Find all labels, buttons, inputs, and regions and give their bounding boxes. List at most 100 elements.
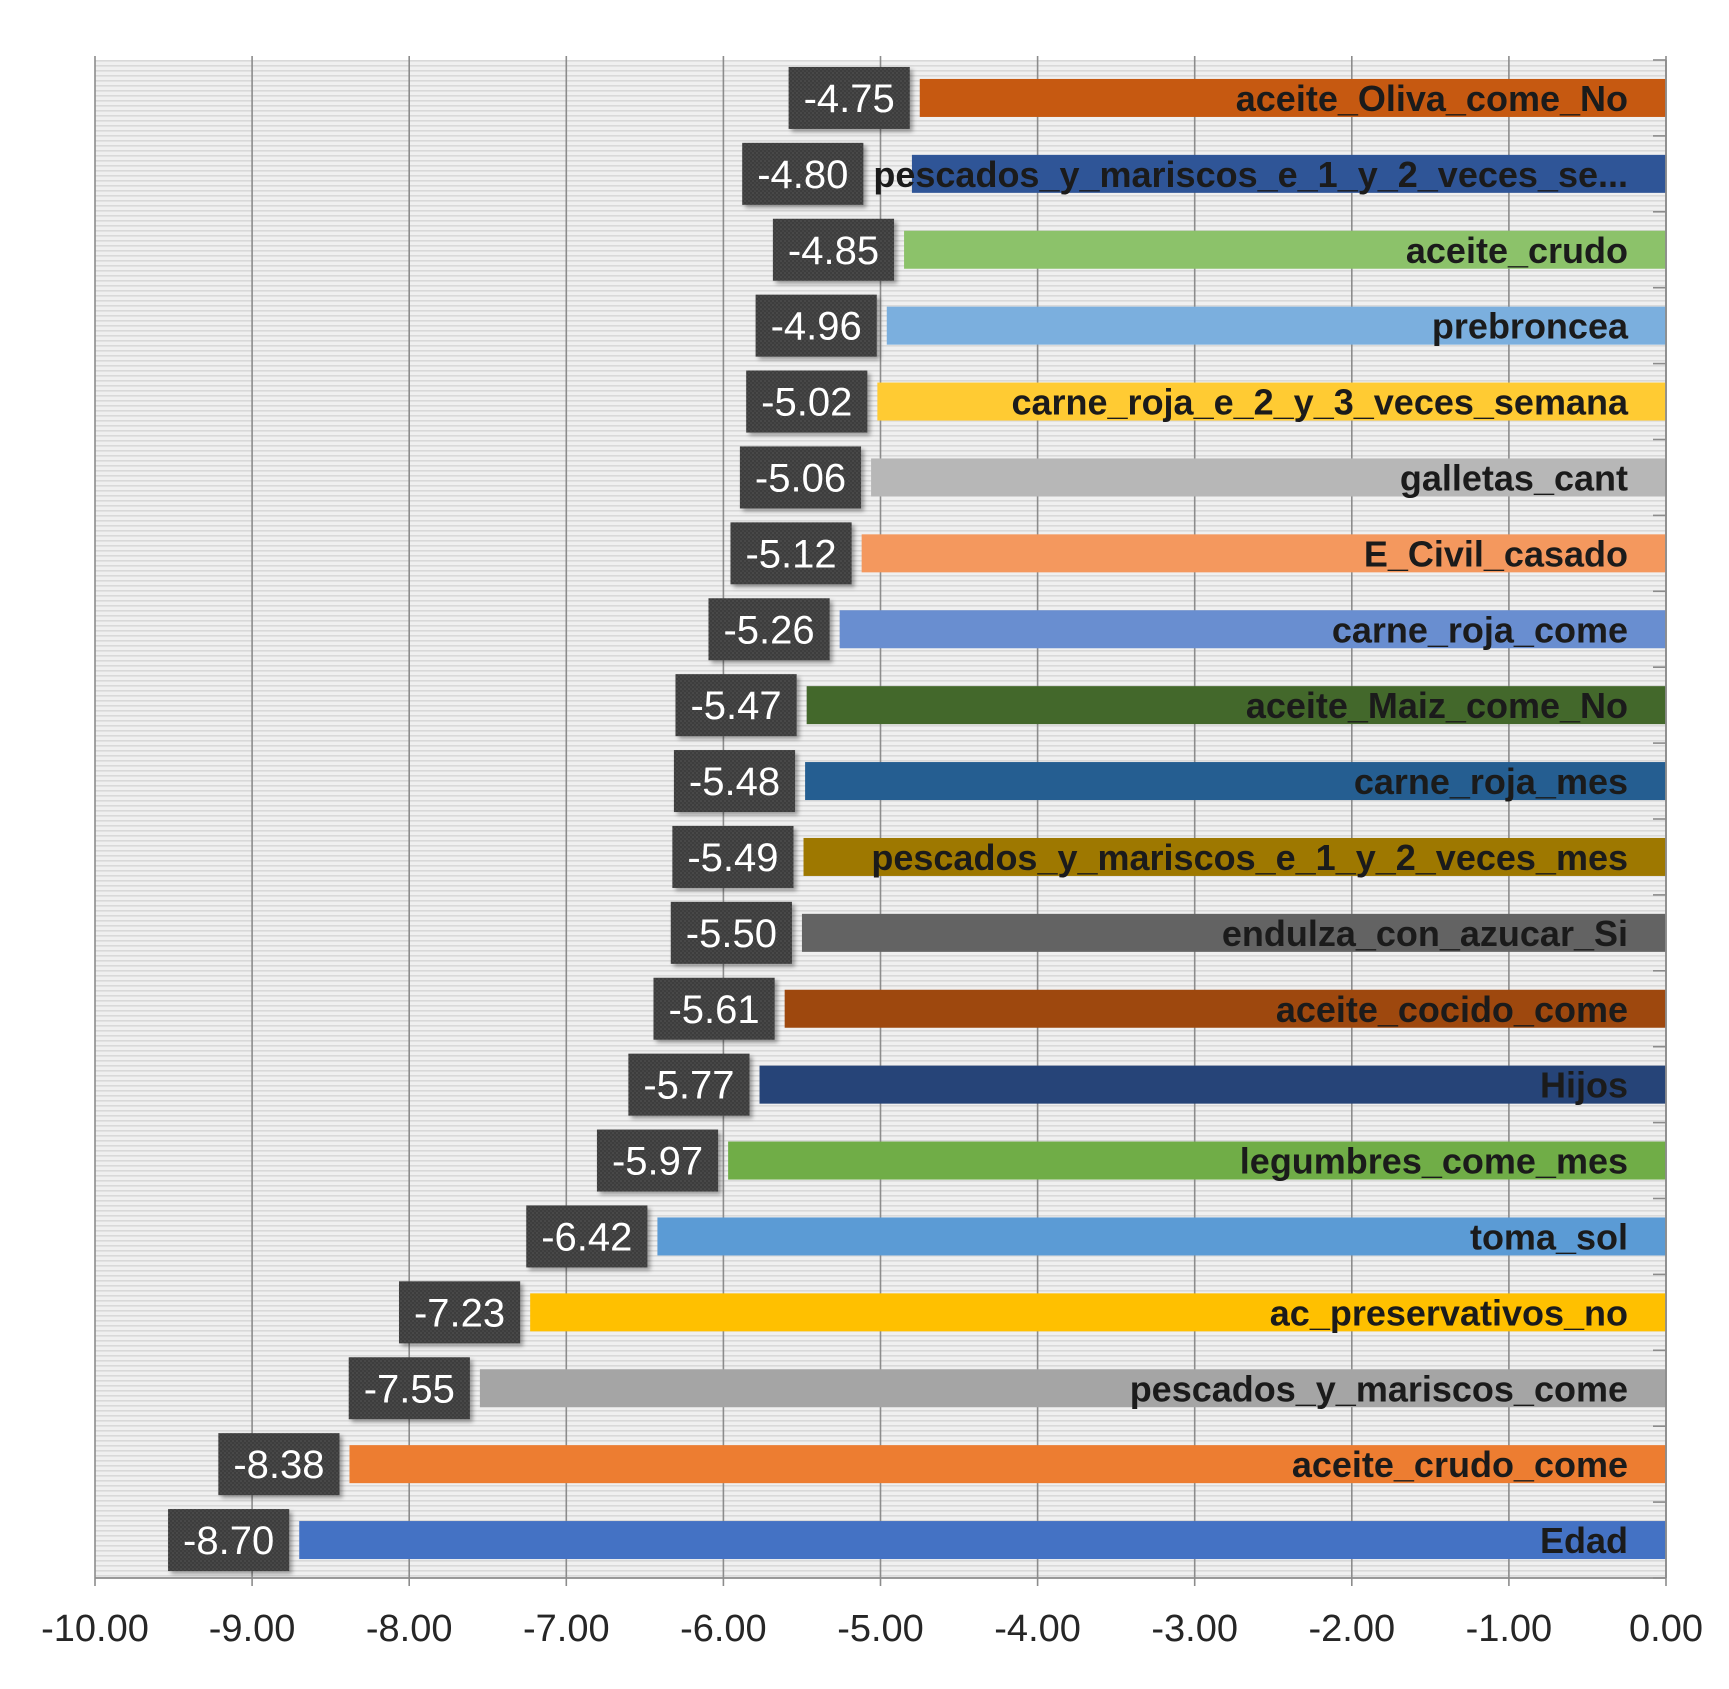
category-label: prebroncea: [1432, 306, 1629, 347]
data-label-box: [673, 750, 796, 813]
bar: [299, 1521, 1667, 1560]
data-label-text: -8.70: [183, 1519, 274, 1563]
data-label-text: -5.77: [643, 1064, 734, 1108]
category-label: ac_preservativos_no: [1270, 1292, 1628, 1333]
data-label-text: -4.80: [757, 153, 848, 197]
bar: [805, 762, 1666, 801]
data-label-text: -6.42: [541, 1215, 632, 1259]
data-labels: -4.75 -4.80 -4.85 -4.96 -5.02 -5.06 -5.12 -5.26…: [168, 66, 910, 1572]
data-label: -5.47: [675, 674, 797, 737]
data-label-text: -5.50: [686, 912, 777, 956]
data-label: -5.50: [670, 901, 792, 964]
bar: [886, 306, 1666, 345]
data-label-text: -5.06: [755, 456, 846, 500]
data-label-box: [628, 1053, 750, 1116]
bar: [349, 1445, 1667, 1484]
x-tick-label: -4.00: [994, 1608, 1081, 1650]
x-tick-label: -9.00: [209, 1608, 296, 1650]
data-label: -5.26: [708, 598, 830, 661]
data-label-box: [742, 142, 864, 205]
data-label: -4.80: [742, 142, 864, 205]
data-label: -5.97: [596, 1129, 719, 1192]
data-label-box: [746, 370, 868, 433]
category-label: galletas_cant: [1400, 457, 1628, 498]
category-label: aceite_Maiz_come_No: [1246, 685, 1628, 726]
category-labels: aceite_Oliva_come_No pescados_y_mariscos_…: [871, 78, 1629, 1561]
data-label-text: -4.85: [788, 229, 879, 273]
data-label-box: [218, 1433, 340, 1496]
data-label-text: -5.12: [745, 532, 836, 576]
data-label-box: [348, 1357, 470, 1420]
data-label: -4.96: [755, 294, 877, 357]
category-label: carne_roja_come: [1332, 609, 1628, 650]
data-label: -5.48: [673, 750, 796, 813]
x-tick-label: -7.00: [523, 1608, 610, 1650]
data-label-text: -4.96: [771, 305, 862, 349]
data-label-box: [398, 1281, 521, 1344]
data-label-text: -5.97: [612, 1140, 703, 1184]
data-label-text: -7.55: [364, 1367, 455, 1411]
bar: [861, 534, 1666, 573]
data-label: -5.77: [628, 1053, 750, 1116]
data-label-box: [739, 446, 862, 509]
category-label: E_Civil_casado: [1364, 533, 1628, 574]
category-label: carne_roja_mes: [1354, 761, 1628, 802]
data-label-box: [653, 977, 775, 1040]
data-label: -8.38: [218, 1433, 340, 1496]
category-label: endulza_con_azucar_Si: [1222, 913, 1628, 954]
data-label: -5.12: [730, 522, 852, 585]
data-label-box: [596, 1129, 719, 1192]
bars: [299, 78, 1667, 1560]
data-label-box: [526, 1205, 648, 1268]
data-label-text: -7.23: [414, 1291, 505, 1335]
data-label-box: [670, 901, 792, 964]
data-label-box: [675, 674, 797, 737]
x-tick-label: 0.00: [1629, 1608, 1703, 1650]
category-label: aceite_crudo: [1406, 230, 1628, 271]
data-label-text: -5.48: [689, 760, 780, 804]
data-label: -4.75: [788, 66, 910, 129]
category-label: pescados_y_mariscos_e_1_y_2_veces_mes: [871, 837, 1628, 878]
data-label: -5.02: [746, 370, 868, 433]
category-label: legumbres_come_mes: [1240, 1141, 1628, 1182]
data-label-text: -5.02: [761, 381, 852, 425]
x-tick-label: -1.00: [1466, 1608, 1553, 1650]
data-label-box: [168, 1509, 290, 1572]
x-tick-label: -5.00: [837, 1608, 924, 1650]
bar: [871, 458, 1666, 497]
bar: [479, 1369, 1666, 1408]
bar: [806, 686, 1666, 725]
category-label: aceite_crudo_come: [1292, 1444, 1628, 1485]
data-label-text: -5.61: [668, 988, 759, 1032]
data-label: -7.55: [348, 1357, 470, 1420]
bar: [801, 913, 1666, 952]
data-label: -8.70: [168, 1509, 290, 1572]
category-label: Edad: [1540, 1520, 1628, 1561]
category-label: aceite_Oliva_come_No: [1236, 78, 1628, 119]
data-label: -5.06: [739, 446, 862, 509]
bar: [803, 837, 1666, 876]
x-tick-label: -6.00: [680, 1608, 767, 1650]
data-label-box: [708, 598, 830, 661]
category-label: carne_roja_e_2_y_3_veces_semana: [1011, 382, 1628, 423]
data-label-text: -4.75: [804, 77, 895, 121]
data-label-box: [672, 825, 794, 888]
data-label-text: -8.38: [233, 1443, 324, 1487]
x-tick-label: -2.00: [1308, 1608, 1395, 1650]
data-label: -7.23: [398, 1281, 521, 1344]
data-label-text: -5.49: [687, 836, 778, 880]
category-label: toma_sol: [1470, 1216, 1628, 1257]
bar: [759, 1065, 1666, 1104]
x-tick-label: -3.00: [1151, 1608, 1238, 1650]
data-label-box: [755, 294, 877, 357]
bar: [657, 1217, 1666, 1256]
category-label: aceite_cocido_come: [1276, 989, 1628, 1030]
data-label-box: [730, 522, 852, 585]
data-label: -5.61: [653, 977, 775, 1040]
data-label-text: -5.47: [690, 684, 781, 728]
data-label-box: [772, 218, 895, 281]
data-label-text: -5.26: [723, 608, 814, 652]
data-label: -4.85: [772, 218, 895, 281]
data-label: -5.49: [672, 825, 794, 888]
